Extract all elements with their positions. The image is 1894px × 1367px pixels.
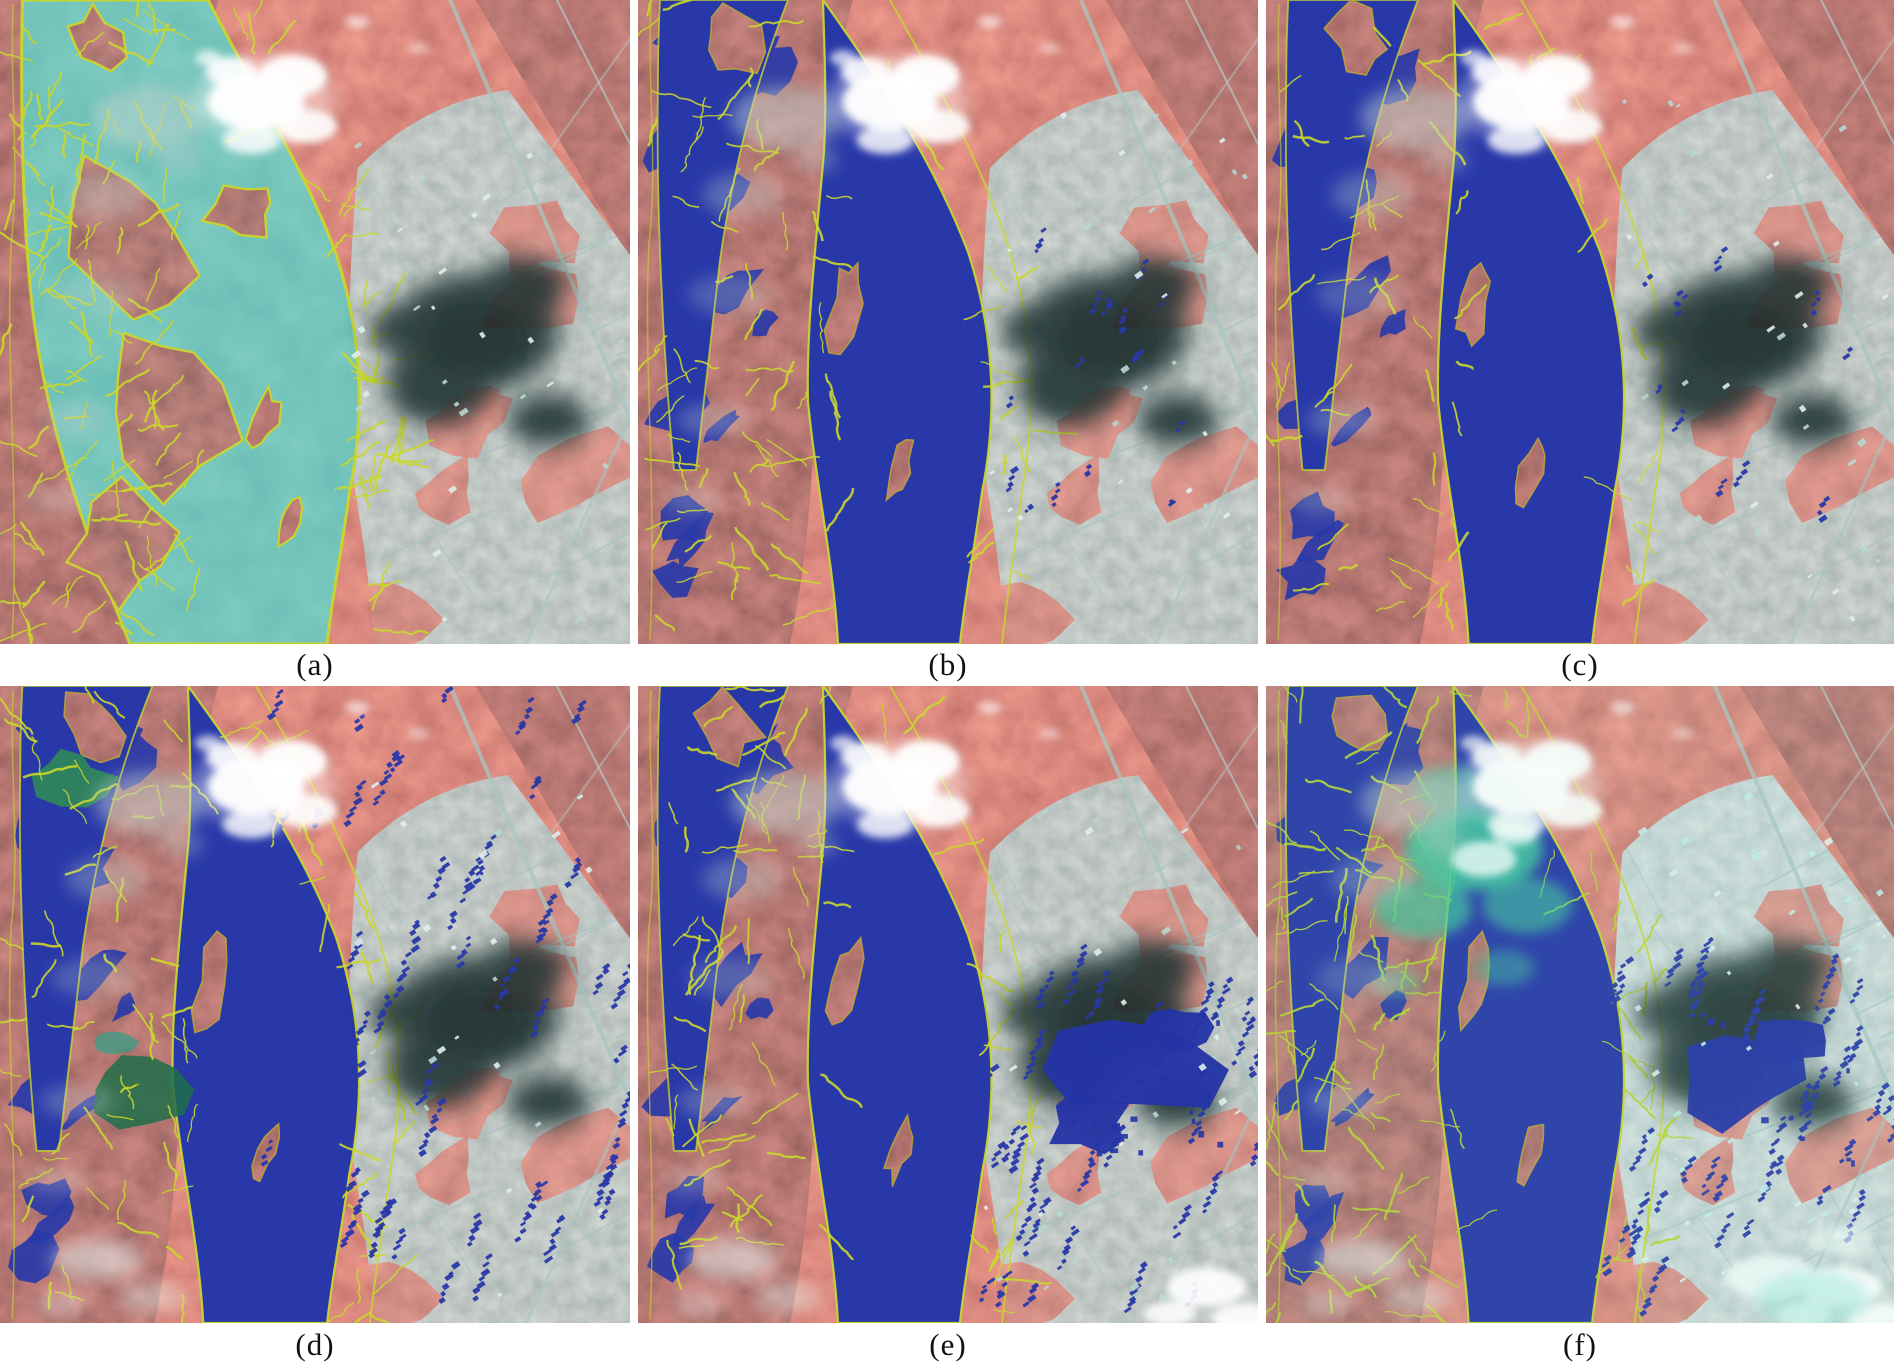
panel-c: (c) [1266,0,1894,686]
satellite-scene-c [1266,0,1894,644]
satellite-scene-a [0,0,630,644]
satellite-scene-b [638,0,1258,644]
panel-label-c: (c) [1561,647,1599,682]
panel-f: (f) [1266,686,1894,1367]
panel-d: (d) [0,686,630,1367]
satellite-image-d [0,686,630,1323]
satellite-scene-d [0,686,630,1323]
satellite-image-c [1266,0,1894,644]
panel-label-a: (a) [296,647,334,682]
panel-label-e: (e) [929,1327,967,1362]
satellite-image-e [638,686,1258,1323]
panel-label-b: (b) [928,647,968,682]
satellite-scene-f [1266,686,1894,1323]
panel-a: (a) [0,0,630,686]
satellite-scene-e [638,686,1258,1323]
panel-b: (b) [638,0,1258,686]
satellite-image-a [0,0,630,644]
panel-label-d: (d) [295,1327,335,1362]
panel-e: (e) [638,686,1258,1367]
panel-label-f: (f) [1563,1327,1597,1362]
satellite-image-b [638,0,1258,644]
satellite-image-f [1266,686,1894,1323]
